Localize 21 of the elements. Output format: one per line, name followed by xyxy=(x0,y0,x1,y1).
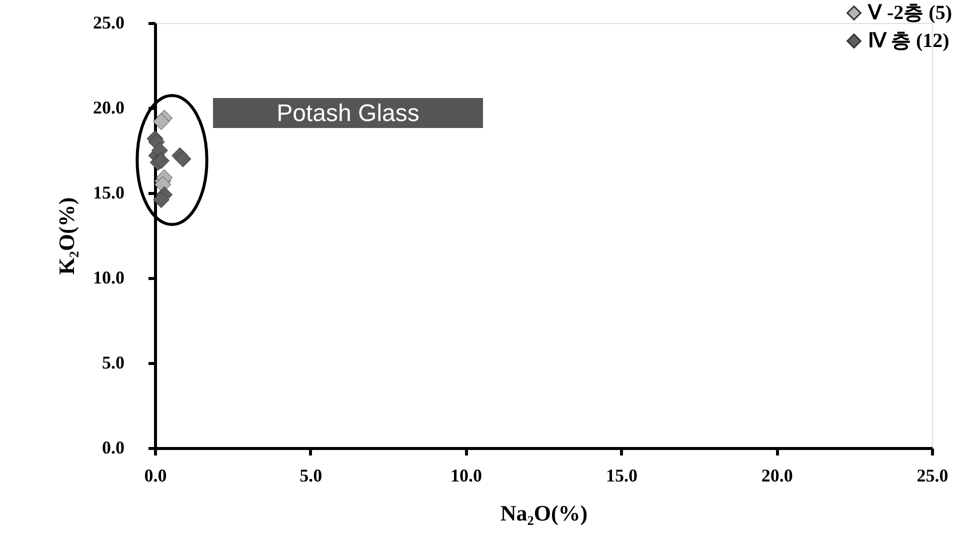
annotation: Potash Glass xyxy=(276,100,420,127)
legend-label: Ⅳ 층 (12) xyxy=(868,30,950,52)
x-tick-label: 15.0 xyxy=(606,466,638,486)
x-tick-label: 20.0 xyxy=(761,466,793,486)
x-axis-title: Na₂O(%) xyxy=(500,500,588,526)
x-tick-label: 5.0 xyxy=(300,466,322,486)
legend-label: Ⅴ -2층 (5) xyxy=(867,2,952,24)
point xyxy=(152,152,170,170)
y-tick-label: 20.0 xyxy=(93,98,124,118)
y-tick-label: 10.0 xyxy=(93,268,124,288)
y-tick-label: 0.0 xyxy=(102,438,124,458)
y-axis-title: K₂O(%) xyxy=(54,197,79,275)
point xyxy=(152,113,170,130)
x-tick-label: 25.0 xyxy=(916,466,948,486)
point xyxy=(174,150,192,168)
x-tick-label: 0.0 xyxy=(144,466,167,486)
y-tick-label: 5.0 xyxy=(102,352,124,372)
y-tick-label: 15.0 xyxy=(93,182,124,202)
point xyxy=(152,191,170,208)
y-tick-label: 25.0 xyxy=(93,12,124,32)
x-tick-label: 10.0 xyxy=(450,466,482,486)
